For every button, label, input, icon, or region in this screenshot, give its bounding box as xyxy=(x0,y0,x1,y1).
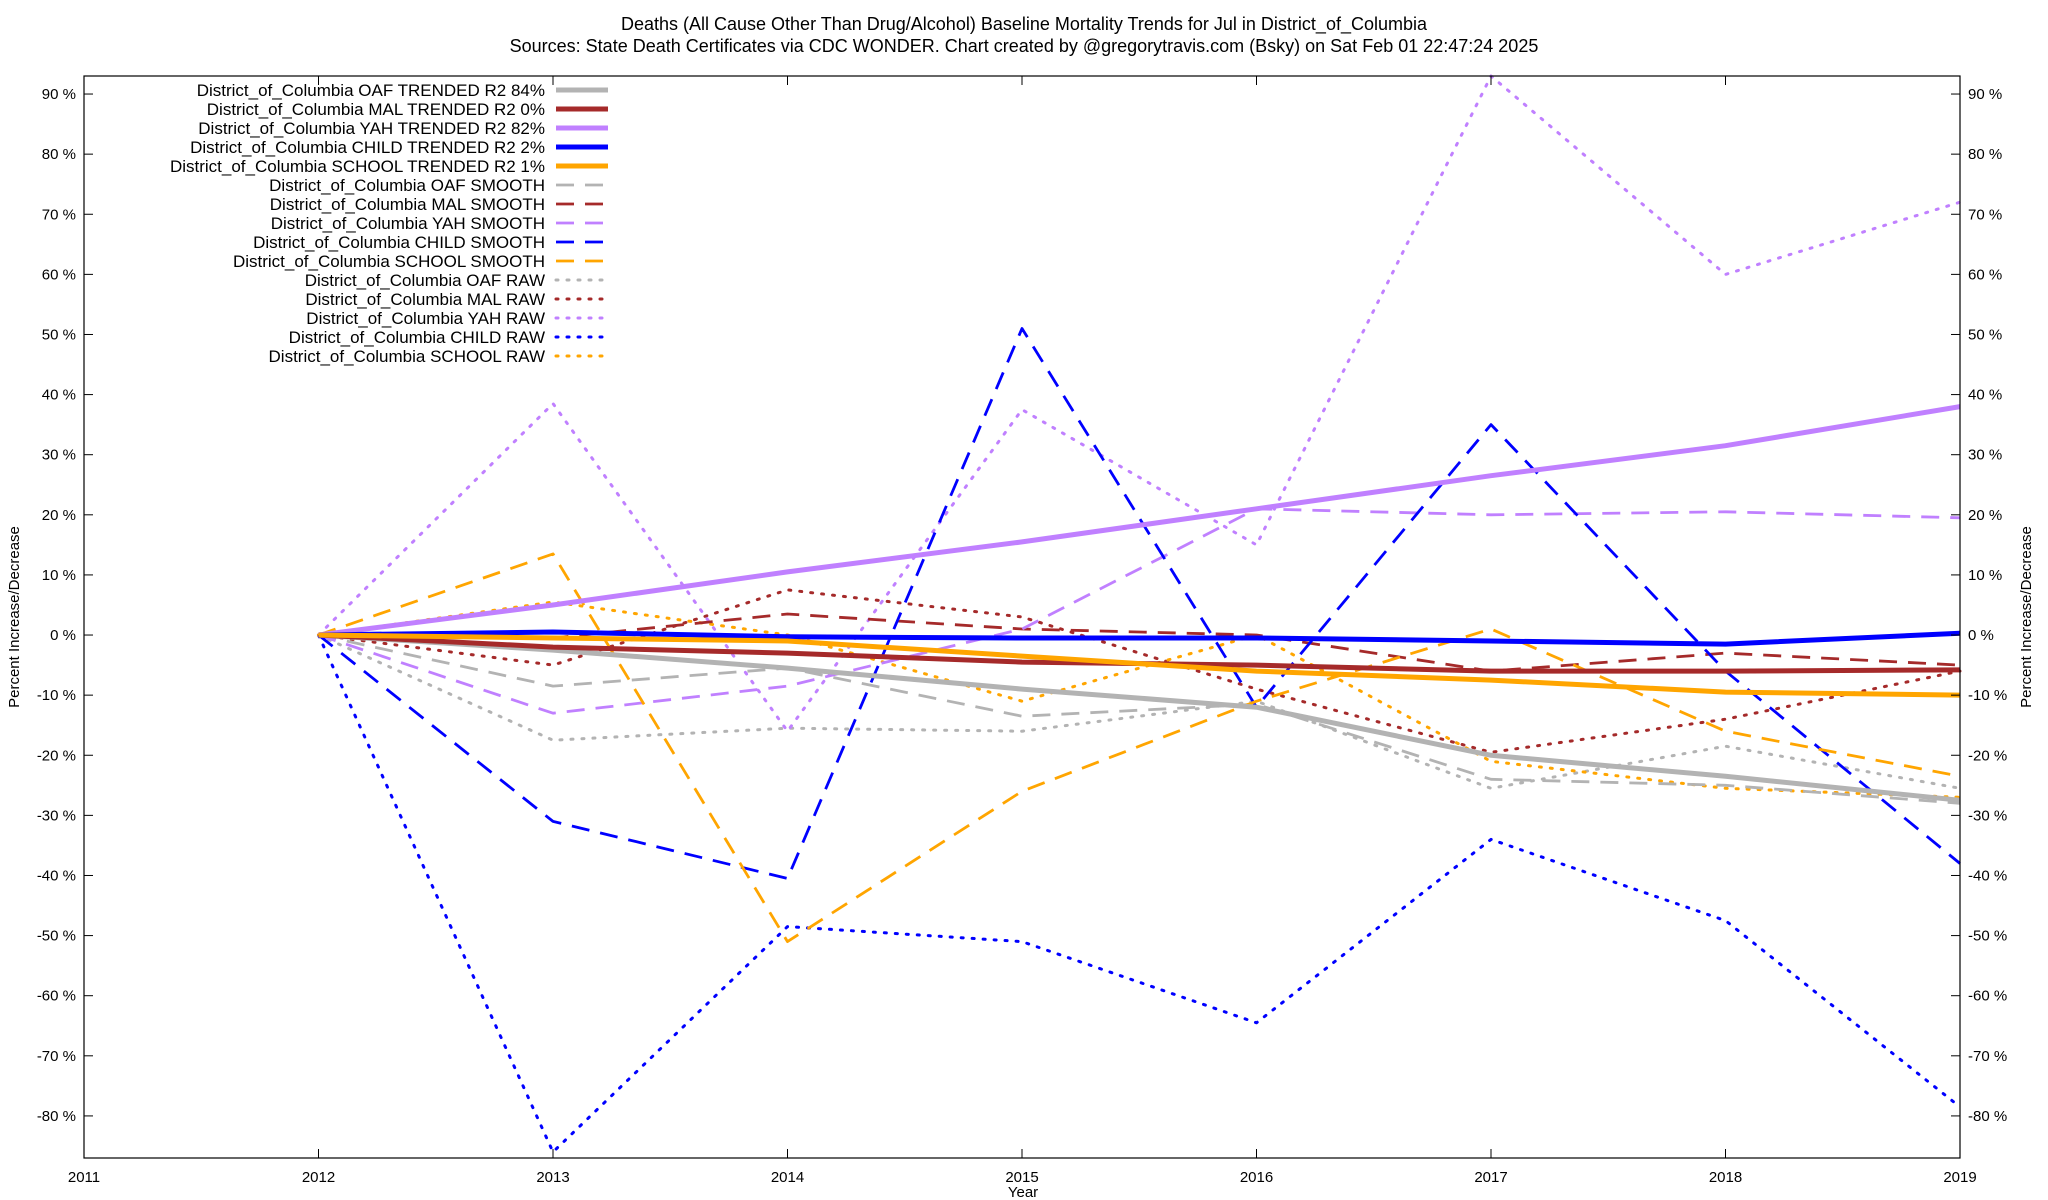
legend-item: District_of_Columbia SCHOOL RAW xyxy=(269,347,610,366)
legend-item: District_of_Columbia OAF SMOOTH xyxy=(269,176,608,195)
y-tick-label-right: -60 % xyxy=(1968,988,2007,1005)
legend-item: District_of_Columbia MAL RAW xyxy=(305,290,610,309)
y-tick-label-left: -80 % xyxy=(37,1108,76,1125)
x-tick-label: 2013 xyxy=(536,1169,569,1186)
legend-label: District_of_Columbia YAH SMOOTH xyxy=(271,214,545,233)
x-tick-label: 2012 xyxy=(302,1169,335,1186)
y-tick-label-right: 40 % xyxy=(1968,387,2002,404)
series-line-4 xyxy=(318,632,1961,698)
y-tick-label-left: -10 % xyxy=(37,687,76,704)
legend-item: District_of_Columbia MAL SMOOTH xyxy=(270,195,608,214)
y-tick-label-left: 90 % xyxy=(42,86,76,103)
y-tick-label-left: 20 % xyxy=(42,507,76,524)
legend-label: District_of_Columbia SCHOOL SMOOTH xyxy=(233,252,545,271)
legend-label: District_of_Columbia OAF TRENDED R2 84% xyxy=(197,81,545,100)
y-tick-label-left: 50 % xyxy=(42,326,76,343)
y-tick-label-left: 40 % xyxy=(42,387,76,404)
y-tick-label-left: 0 % xyxy=(50,627,76,644)
legend-item: District_of_Columbia YAH RAW xyxy=(306,309,610,328)
legend-label: District_of_Columbia SCHOOL RAW xyxy=(269,347,545,366)
chart-subtitle: Sources: State Death Certificates via CD… xyxy=(510,36,1539,56)
legend-label: District_of_Columbia MAL SMOOTH xyxy=(270,195,545,214)
legend-item: District_of_Columbia CHILD TRENDED R2 2% xyxy=(190,138,608,157)
y-tick-label-right: -40 % xyxy=(1968,867,2007,884)
series-line-3 xyxy=(318,629,1961,647)
y-tick-label-left: -50 % xyxy=(37,928,76,945)
y-tick-label-right: -30 % xyxy=(1968,807,2007,824)
y-tick-label-left: 70 % xyxy=(42,206,76,223)
y-tick-label-right: 0 % xyxy=(1968,627,1994,644)
y-axis-label-left: Percent Increase/Decrease xyxy=(6,526,23,708)
y-tick-label-right: 70 % xyxy=(1968,206,2002,223)
legend-label: District_of_Columbia YAH TRENDED R2 82% xyxy=(198,119,545,138)
legend-label: District_of_Columbia MAL TRENDED R2 0% xyxy=(207,100,545,119)
x-tick-label: 2015 xyxy=(1005,1169,1038,1186)
legend-item: District_of_Columbia YAH SMOOTH xyxy=(271,214,608,233)
legend-item: District_of_Columbia OAF RAW xyxy=(305,271,610,290)
y-tick-label-right: 50 % xyxy=(1968,326,2002,343)
series-line-12 xyxy=(317,74,1962,733)
y-tick-label-right: -20 % xyxy=(1968,747,2007,764)
chart-title: Deaths (All Cause Other Than Drug/Alcoho… xyxy=(621,14,1428,35)
x-tick-label: 2019 xyxy=(1943,1169,1976,1186)
legend-label: District_of_Columbia CHILD RAW xyxy=(289,328,545,347)
y-tick-label-left: 80 % xyxy=(42,146,76,163)
legend-label: District_of_Columbia OAF RAW xyxy=(305,271,545,290)
x-tick-label: 2016 xyxy=(1240,1169,1273,1186)
y-tick-label-left: -30 % xyxy=(37,807,76,824)
y-tick-label-left: 10 % xyxy=(42,567,76,584)
legend-label: District_of_Columbia SCHOOL TRENDED R2 1… xyxy=(170,157,545,176)
series-line-14 xyxy=(317,600,1962,799)
series-line-10 xyxy=(317,633,1962,790)
y-tick-label-right: -10 % xyxy=(1968,687,2007,704)
series-line-0 xyxy=(318,632,1961,803)
legend-item: District_of_Columbia SCHOOL SMOOTH xyxy=(233,252,608,271)
y-tick-label-right: 90 % xyxy=(1968,86,2002,103)
plot-lines xyxy=(317,74,1962,1154)
legend-item: District_of_Columbia CHILD RAW xyxy=(289,328,610,347)
legend-item: District_of_Columbia CHILD SMOOTH xyxy=(253,233,608,252)
x-axis: 2011 2012 2013 2014 2015 2016 2017 2018 2019 xyxy=(68,76,1977,1186)
legend-label: District_of_Columbia CHILD SMOOTH xyxy=(253,233,545,252)
legend: District_of_Columbia OAF TRENDED R2 84%D… xyxy=(170,81,610,366)
series-line-13 xyxy=(317,633,1962,1154)
legend-label: District_of_Columbia YAH RAW xyxy=(306,309,545,328)
y-tick-label-left: 60 % xyxy=(42,266,76,283)
y-tick-label-right: 20 % xyxy=(1968,507,2002,524)
legend-label: District_of_Columbia CHILD TRENDED R2 2% xyxy=(190,138,545,157)
legend-item: District_of_Columbia YAH TRENDED R2 82% xyxy=(198,119,608,138)
y-tick-label-right: -70 % xyxy=(1968,1048,2007,1065)
x-tick-label: 2018 xyxy=(1709,1169,1742,1186)
legend-item: District_of_Columbia OAF TRENDED R2 84% xyxy=(197,81,608,100)
legend-label: District_of_Columbia OAF SMOOTH xyxy=(269,176,545,195)
x-tick-label: 2011 xyxy=(68,1169,100,1186)
y-tick-label-right: 60 % xyxy=(1968,266,2002,283)
y-tick-label-right: 80 % xyxy=(1968,146,2002,163)
y-tick-label-right: 30 % xyxy=(1968,447,2002,464)
y-tick-label-left: -20 % xyxy=(37,747,76,764)
x-axis-label: Year xyxy=(1008,1184,1038,1200)
legend-item: District_of_Columbia SCHOOL TRENDED R2 1… xyxy=(170,157,608,176)
y-tick-label-right: -50 % xyxy=(1968,928,2007,945)
legend-item: District_of_Columbia MAL TRENDED R2 0% xyxy=(207,100,608,119)
series-line-9 xyxy=(318,552,1961,943)
y-axis-right: 90 % 80 % 70 % 60 % 50 % 40 % 30 % 20 % 10 % 0 % -… xyxy=(1951,86,2007,1125)
series-line-2 xyxy=(318,404,1961,638)
y-tick-label-left: -70 % xyxy=(37,1048,76,1065)
series-line-7 xyxy=(318,507,1961,715)
y-axis-label-right: Percent Increase/Decrease xyxy=(2018,526,2035,708)
y-tick-label-left: -40 % xyxy=(37,867,76,884)
y-tick-label-right: -80 % xyxy=(1968,1108,2007,1125)
x-tick-label: 2017 xyxy=(1474,1169,1507,1186)
y-tick-label-left: -60 % xyxy=(37,988,76,1005)
legend-label: District_of_Columbia MAL RAW xyxy=(305,290,545,309)
y-axis-left: 90 % 80 % 70 % 60 % 50 % 40 % 30 % 20 % 10 % 0 % -… xyxy=(37,86,93,1125)
y-tick-label-left: 30 % xyxy=(42,447,76,464)
y-tick-label-right: 10 % xyxy=(1968,567,2002,584)
series-line-8 xyxy=(317,327,1961,880)
x-tick-label: 2014 xyxy=(771,1169,804,1186)
